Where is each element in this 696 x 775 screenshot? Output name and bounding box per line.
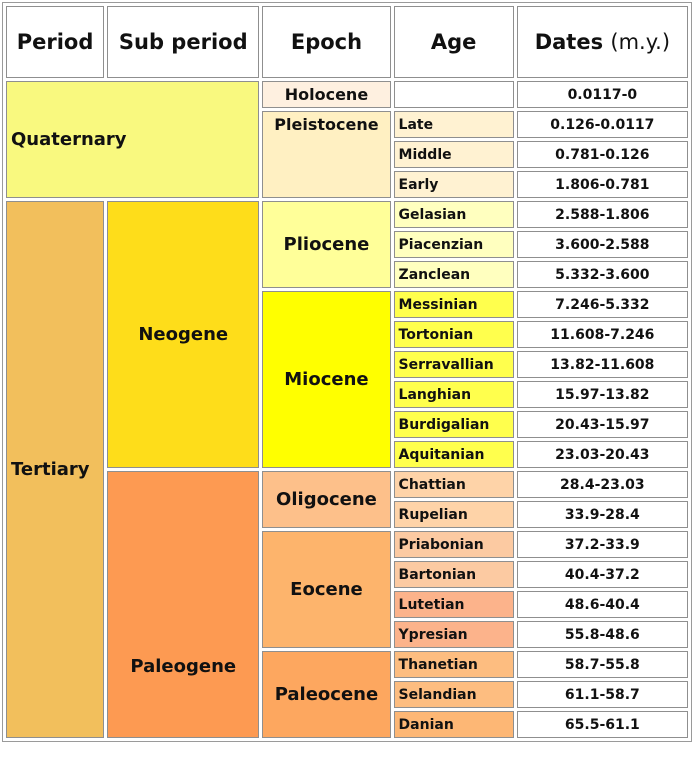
dates-cell: 23.03-20.43 — [516, 441, 688, 468]
age-cell: Piacenzian — [393, 231, 514, 258]
dates-cell: 0.0117-0 — [516, 81, 688, 108]
epoch-eocene: Eocene — [262, 531, 391, 648]
header-dates-label: Dates — [534, 30, 604, 54]
age-cell: Lutetian — [393, 591, 514, 618]
table-row: Eocene Priabonian 37.2-33.9 — [6, 531, 688, 648]
age-cell: Danian — [393, 711, 514, 738]
dates-cell: 37.2-33.9 — [516, 531, 688, 558]
age-cell: Early — [393, 171, 514, 198]
age-cell: Tortonian — [393, 321, 514, 348]
age-cell: Gelasian — [393, 201, 514, 228]
epoch-pliocene: Pliocene — [262, 201, 391, 288]
table-row: Burdigalian 20.43-15.97 — [6, 411, 688, 438]
dates-cell: 55.8-48.6 — [516, 621, 688, 648]
geologic-time-table: Period Sub period Epoch Age Dates (m.y.)… — [2, 2, 692, 742]
dates-cell: 2.588-1.806 — [516, 201, 688, 228]
dates-cell: 0.126-0.0117 — [516, 111, 688, 138]
dates-cell: 0.781-0.126 — [516, 141, 688, 168]
age-cell: Bartonian — [393, 561, 514, 588]
header-dates: Dates (m.y.) — [516, 6, 688, 78]
epoch-holocene: Holocene — [262, 81, 391, 108]
dates-cell: 40.4-37.2 — [516, 561, 688, 588]
table-row: Serravallian 13.82-11.608 — [6, 351, 688, 378]
epoch-pleistocene: Pleistocene — [262, 111, 391, 198]
dates-cell: 61.1-58.7 — [516, 681, 688, 708]
epoch-oligocene: Oligocene — [262, 471, 391, 528]
sub-period-paleogene: Paleogene — [107, 471, 260, 738]
dates-cell: 33.9-28.4 — [516, 501, 688, 528]
table-row: Piacenzian 3.600-2.588 — [6, 231, 688, 258]
dates-cell: 28.4-23.03 — [516, 471, 688, 498]
table-row: Paleocene Thanetian 58.7-55.8 — [6, 651, 688, 738]
header-age: Age — [393, 6, 514, 78]
dates-cell: 65.5-61.1 — [516, 711, 688, 738]
table-row: Quaternary Holocene 0.0117-0 — [6, 81, 688, 198]
table-row: Miocene Messinian 7.246-5.332 — [6, 291, 688, 468]
table-row: Tortonian 11.608-7.246 — [6, 321, 688, 348]
age-cell: Middle — [393, 141, 514, 168]
table-row: Zanclean 5.332-3.600 — [6, 261, 688, 288]
dates-cell: 20.43-15.97 — [516, 411, 688, 438]
age-cell: Zanclean — [393, 261, 514, 288]
table-row: Rupelian 33.9-28.4 — [6, 501, 688, 528]
dates-cell: 48.6-40.4 — [516, 591, 688, 618]
dates-cell: 58.7-55.8 — [516, 651, 688, 678]
age-cell: Serravallian — [393, 351, 514, 378]
age-cell: Aquitanian — [393, 441, 514, 468]
table-row: Lutetian 48.6-40.4 — [6, 591, 688, 618]
header-dates-unit: (m.y.) — [610, 30, 671, 54]
period-tertiary: Tertiary — [6, 201, 105, 738]
header-period: Period — [6, 6, 105, 78]
age-cell: Late — [393, 111, 514, 138]
table-row: Middle 0.781-0.126 — [6, 141, 688, 168]
age-cell: Ypresian — [393, 621, 514, 648]
age-cell: Priabonian — [393, 531, 514, 558]
age-cell: Thanetian — [393, 651, 514, 678]
table-row: Bartonian 40.4-37.2 — [6, 561, 688, 588]
age-holocene-empty — [393, 81, 514, 108]
age-cell: Rupelian — [393, 501, 514, 528]
dates-cell: 1.806-0.781 — [516, 171, 688, 198]
table-row: Danian 65.5-61.1 — [6, 711, 688, 738]
dates-cell: 15.97-13.82 — [516, 381, 688, 408]
period-quaternary: Quaternary — [6, 81, 260, 198]
table-row: Paleogene Oligocene Chattian 28.4-23.03 — [6, 471, 688, 738]
geologic-time-table-container: Period Sub period Epoch Age Dates (m.y.)… — [2, 2, 692, 742]
table-row: Early 1.806-0.781 — [6, 171, 688, 198]
age-cell: Langhian — [393, 381, 514, 408]
age-cell: Messinian — [393, 291, 514, 318]
dates-cell: 13.82-11.608 — [516, 351, 688, 378]
header-row: Period Sub period Epoch Age Dates (m.y.) — [6, 6, 688, 78]
dates-cell: 5.332-3.600 — [516, 261, 688, 288]
header-epoch: Epoch — [262, 6, 391, 78]
dates-cell: 11.608-7.246 — [516, 321, 688, 348]
age-cell: Chattian — [393, 471, 514, 498]
epoch-miocene: Miocene — [262, 291, 391, 468]
table-row: Aquitanian 23.03-20.43 — [6, 441, 688, 468]
age-cell: Burdigalian — [393, 411, 514, 438]
header-sub-period: Sub period — [107, 6, 260, 78]
sub-period-neogene: Neogene — [107, 201, 260, 468]
dates-cell: 3.600-2.588 — [516, 231, 688, 258]
age-cell: Selandian — [393, 681, 514, 708]
table-row: Pleistocene Late 0.126-0.0117 — [6, 111, 688, 198]
table-row: Ypresian 55.8-48.6 — [6, 621, 688, 648]
table-row: Langhian 15.97-13.82 — [6, 381, 688, 408]
dates-cell: 7.246-5.332 — [516, 291, 688, 318]
table-row: Tertiary Neogene Pliocene Gelasian 2.588… — [6, 201, 688, 738]
epoch-paleocene: Paleocene — [262, 651, 391, 738]
table-row: Selandian 61.1-58.7 — [6, 681, 688, 708]
